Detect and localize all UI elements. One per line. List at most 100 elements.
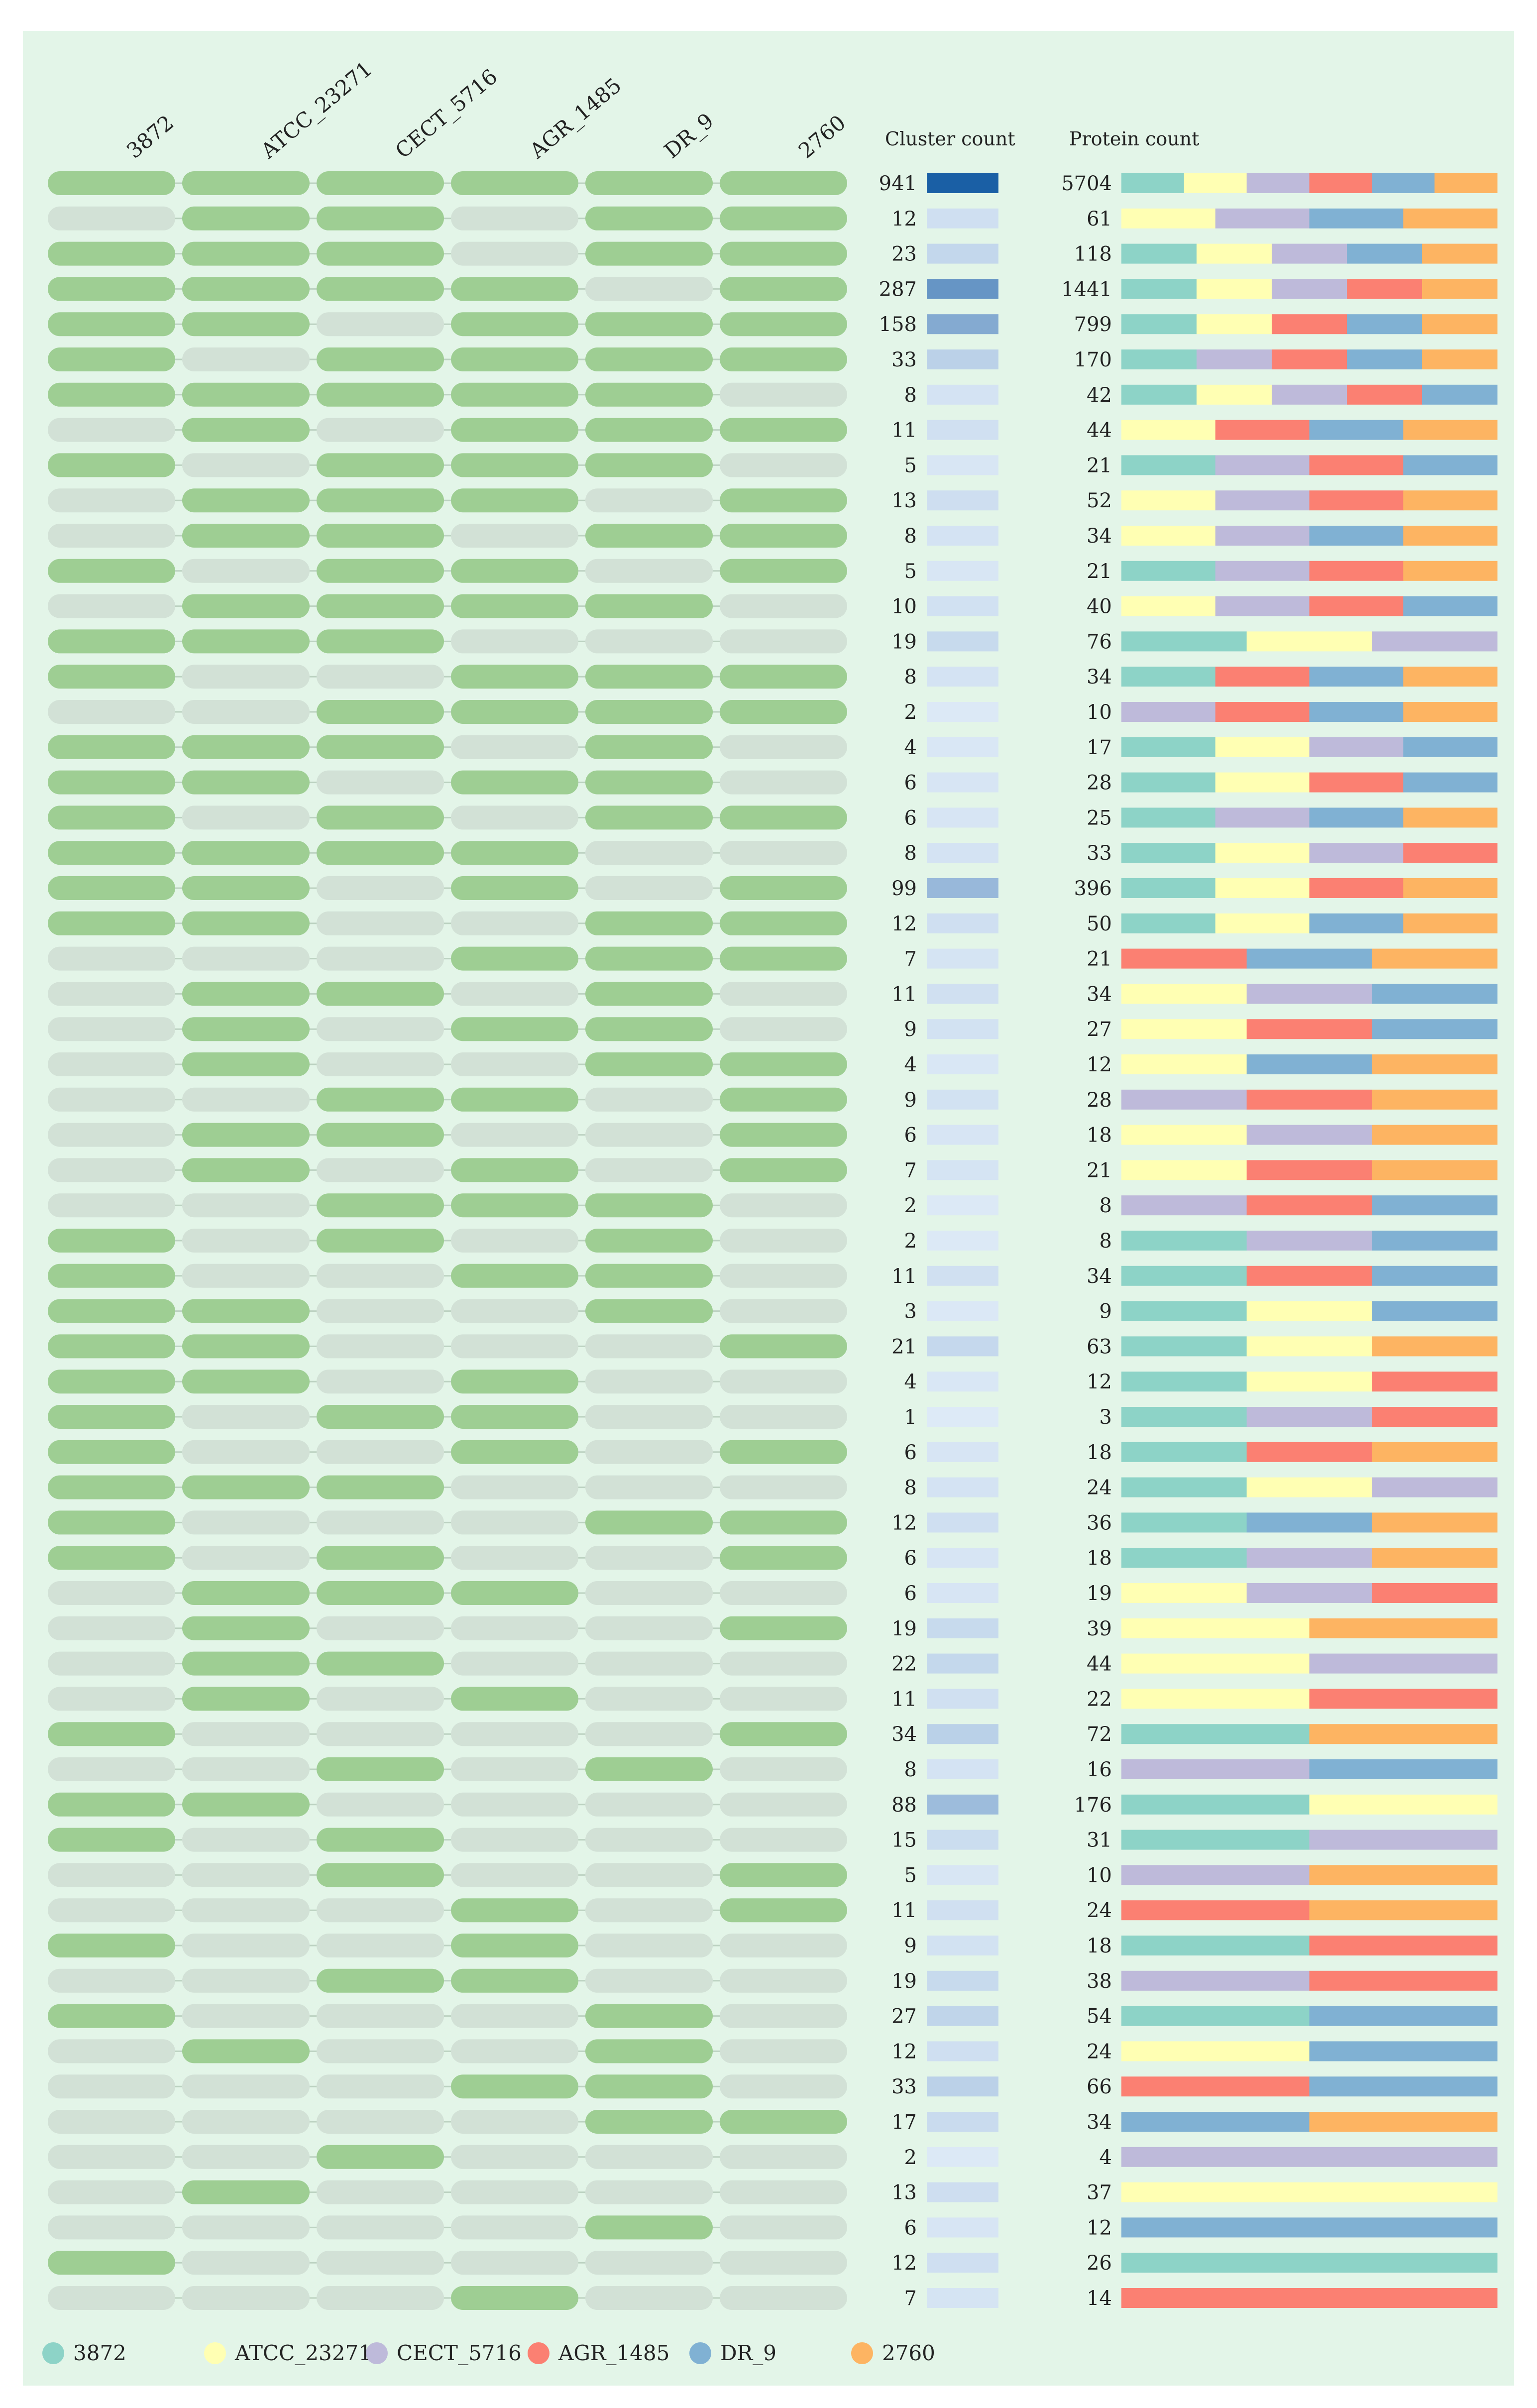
cluster-count-bar: [927, 1125, 998, 1145]
protein-segment-2760: [1422, 349, 1498, 369]
presence-cell-present: [48, 277, 175, 301]
protein-segment-3872: [1121, 314, 1197, 335]
protein-segment-2760: [1372, 948, 1498, 969]
presence-cell-present: [451, 1934, 578, 1957]
presence-cell-absent: [182, 2215, 310, 2240]
protein-segment-ATCC_23271: [1215, 878, 1310, 898]
presence-cell-present: [720, 524, 847, 548]
cluster-count-bar: [927, 526, 998, 546]
presence-cell-present: [451, 594, 578, 618]
cluster-count-value: 6: [904, 1582, 917, 1605]
cluster-count-bar: [927, 948, 998, 969]
presence-cell-absent: [451, 1863, 578, 1887]
cluster-count-bar: [927, 702, 998, 722]
presence-cell-absent: [720, 982, 847, 1006]
presence-cell-present: [48, 171, 175, 195]
presence-cell-present: [451, 277, 578, 301]
cluster-count-value: 19: [891, 1617, 917, 1640]
presence-cell-absent: [585, 841, 713, 865]
protein-segment-CECT_5716: [1121, 1759, 1310, 1779]
protein-segment-ATCC_23271: [1121, 1653, 1310, 1674]
cluster-count-bar: [927, 1477, 998, 1497]
protein-segment-2760: [1372, 1054, 1498, 1074]
protein-segment-DR_9: [1309, 2006, 1498, 2026]
cluster-count-bar: [927, 667, 998, 687]
presence-cell-present: [182, 1052, 310, 1076]
protein-segment-CECT_5716: [1215, 455, 1310, 475]
presence-cell-absent: [48, 488, 175, 513]
presence-cell-present: [317, 1968, 444, 1993]
presence-cell-absent: [317, 312, 444, 337]
presence-cell-absent: [451, 1616, 578, 1640]
cluster-count-value: 8: [904, 666, 917, 688]
presence-cell-present: [48, 841, 175, 865]
cluster-count-bar: [927, 1759, 998, 1779]
cluster-count-bar: [927, 1019, 998, 1039]
presence-cell-absent: [585, 1087, 713, 1112]
presence-cell-absent: [48, 1193, 175, 1218]
protein-count-value: 8: [1099, 1230, 1112, 1253]
protein-segment-ATCC_23271: [1246, 631, 1372, 652]
protein-segment-CECT_5716: [1246, 984, 1372, 1004]
protein-segment-CECT_5716: [1121, 1865, 1310, 1885]
presence-cell-present: [451, 665, 578, 689]
presence-cell-present: [585, 206, 713, 230]
presence-cell-absent: [720, 1968, 847, 1993]
cluster-count-bar: [927, 631, 998, 652]
presence-cell-present: [720, 665, 847, 689]
protein-count-value: 10: [1087, 701, 1112, 724]
cluster-count-value: 27: [891, 2005, 917, 2028]
protein-segment-DR_9: [1309, 1759, 1498, 1779]
presence-cell-absent: [585, 1370, 713, 1394]
cluster-count-value: 34: [891, 1723, 917, 1746]
presence-cell-absent: [585, 1158, 713, 1182]
presence-cell-present: [451, 700, 578, 724]
presence-cell-absent: [48, 1052, 175, 1076]
cluster-count-bar: [927, 2006, 998, 2026]
cluster-count-value: 7: [904, 1159, 917, 1182]
cluster-count-value: 88: [891, 1794, 917, 1817]
presence-cell-absent: [48, 1123, 175, 1147]
cluster-count-bar: [927, 1442, 998, 1462]
protein-segment-AGR_1485: [1215, 667, 1310, 687]
presence-cell-present: [317, 841, 444, 865]
cluster-count-bar: [927, 1372, 998, 1392]
presence-cell-present: [585, 241, 713, 266]
presence-cell-present: [182, 1299, 310, 1323]
protein-count-value: 25: [1087, 806, 1112, 829]
presence-cell-absent: [720, 2180, 847, 2204]
presence-cell-present: [451, 876, 578, 900]
protein-segment-AGR_1485: [1121, 2076, 1310, 2097]
protein-segment-DR_9: [1372, 1301, 1498, 1321]
presence-cell-absent: [317, 911, 444, 935]
protein-segment-DR_9: [1347, 349, 1423, 369]
presence-cell-absent: [182, 700, 310, 724]
cluster-count-bar: [927, 349, 998, 369]
cluster-count-value: 6: [904, 1547, 917, 1570]
presence-cell-absent: [451, 2039, 578, 2064]
cluster-count-bar: [927, 420, 998, 440]
protein-segment-CECT_5716: [1215, 208, 1310, 229]
presence-cell-present: [182, 277, 310, 301]
protein-segment-CECT_5716: [1309, 1653, 1498, 1674]
protein-count-value: 36: [1087, 1511, 1112, 1534]
presence-cell-absent: [317, 1934, 444, 1957]
protein-count-value: 52: [1087, 489, 1112, 512]
presence-cell-present: [317, 1863, 444, 1887]
protein-count-value: 5704: [1061, 172, 1112, 195]
protein-segment-CECT_5716: [1121, 2147, 1498, 2167]
legend-label-AGR_1485: AGR_1485: [558, 2341, 669, 2365]
presence-cell-absent: [48, 1898, 175, 1923]
protein-segment-DR_9: [1309, 420, 1404, 440]
presence-cell-absent: [182, 453, 310, 477]
presence-cell-absent: [451, 629, 578, 654]
presence-cell-absent: [720, 1229, 847, 1253]
protein-segment-AGR_1485: [1246, 1442, 1372, 1462]
presence-cell-present: [48, 1405, 175, 1429]
protein-count-value: 66: [1087, 2075, 1112, 2098]
protein-segment-AGR_1485: [1121, 1900, 1310, 1921]
protein-segment-3872: [1121, 1442, 1247, 1462]
legend-swatch-DR_9: [689, 2342, 711, 2364]
protein-segment-CECT_5716: [1309, 1830, 1498, 1850]
protein-segment-ATCC_23271: [1121, 1583, 1247, 1603]
